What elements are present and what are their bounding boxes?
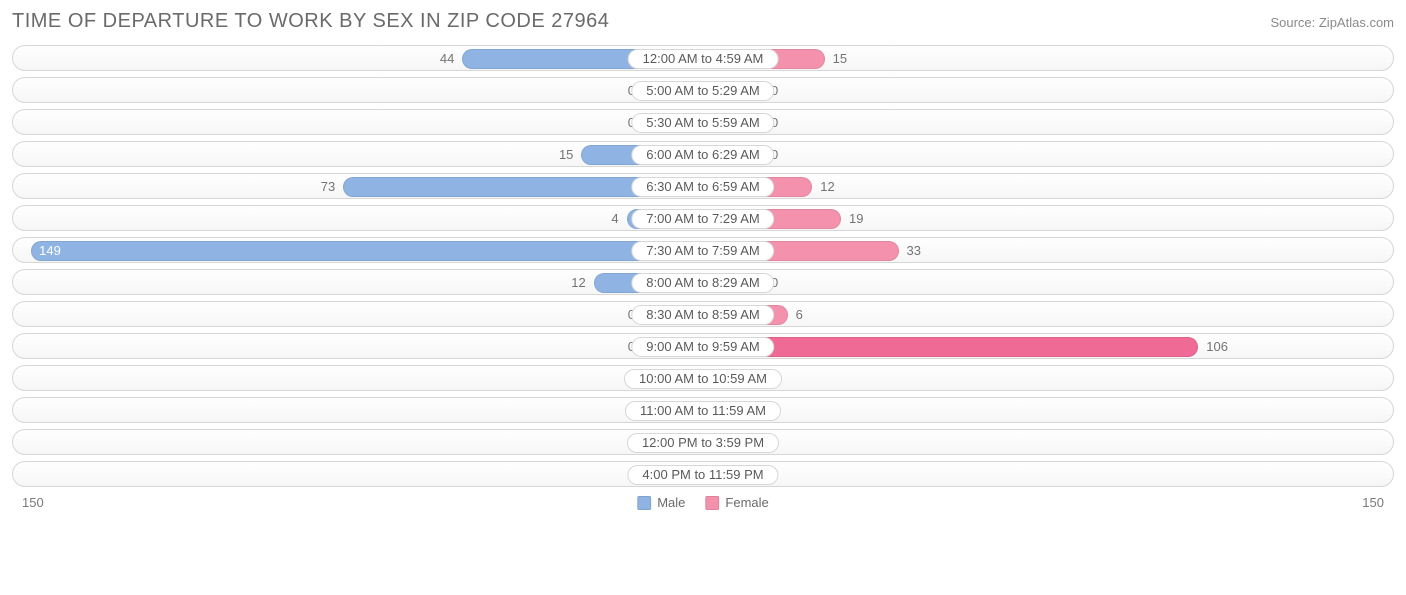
category-label: 5:30 AM to 5:59 AM [631,113,774,133]
value-male: 149 [31,238,703,264]
value-male: 4 [611,206,618,232]
value-male: 15 [559,142,573,168]
category-label: 8:00 AM to 8:29 AM [631,273,774,293]
chart-row: 44 15 12:00 AM to 4:59 AM [12,45,1394,71]
chart-row: 068:30 AM to 8:59 AM [12,301,1394,327]
chart-title: TIME OF DEPARTURE TO WORK BY SEX IN ZIP … [12,10,609,33]
category-label: 5:00 AM to 5:29 AM [631,81,774,101]
chart-header: TIME OF DEPARTURE TO WORK BY SEX IN ZIP … [12,10,1394,33]
category-label: 7:00 AM to 7:29 AM [631,209,774,229]
value-female: 19 [849,206,863,232]
category-label: 12:00 PM to 3:59 PM [627,433,779,453]
chart-row: 4 19 7:00 AM to 7:29 AM [12,205,1394,231]
value-female: 6 [796,302,803,328]
category-label: 12:00 AM to 4:59 AM [628,49,779,69]
value-female: 12 [820,174,834,200]
chart-row: 005:30 AM to 5:59 AM [12,109,1394,135]
bar-female [703,337,1198,357]
legend-swatch [705,496,719,510]
value-male: 44 [440,46,454,72]
value-female: 33 [907,238,921,264]
chart-legend: Male Female [637,495,769,510]
legend-swatch [637,496,651,510]
value-female: 106 [1206,334,1228,360]
category-label: 8:30 AM to 8:59 AM [631,305,774,325]
chart-row: 149 33 7:30 AM to 7:59 AM [12,237,1394,263]
category-label: 9:00 AM to 9:59 AM [631,337,774,357]
category-label: 10:00 AM to 10:59 AM [624,369,782,389]
axis-max-right: 150 [1362,495,1384,510]
value-female: 15 [833,46,847,72]
chart-source: Source: ZipAtlas.com [1270,15,1394,30]
chart-row: 0012:00 PM to 3:59 PM [12,429,1394,455]
chart-row: 005:00 AM to 5:29 AM [12,77,1394,103]
value-male: 73 [321,174,335,200]
legend-item: Female [705,495,768,510]
chart-row: 01069:00 AM to 9:59 AM [12,333,1394,359]
legend-item: Male [637,495,685,510]
legend-label: Female [725,495,768,510]
value-male: 12 [571,270,585,296]
category-label: 6:30 AM to 6:59 AM [631,177,774,197]
chart-row: 1506:00 AM to 6:29 AM [12,141,1394,167]
category-label: 4:00 PM to 11:59 PM [627,465,778,485]
category-label: 7:30 AM to 7:59 AM [631,241,774,261]
chart-row: 0010:00 AM to 10:59 AM [12,365,1394,391]
legend-label: Male [657,495,685,510]
chart-row: 004:00 PM to 11:59 PM [12,461,1394,487]
chart-row: 73 12 6:30 AM to 6:59 AM [12,173,1394,199]
chart-row: 0011:00 AM to 11:59 AM [12,397,1394,423]
category-label: 11:00 AM to 11:59 AM [625,401,781,421]
chart-row: 1208:00 AM to 8:29 AM [12,269,1394,295]
chart-container: TIME OF DEPARTURE TO WORK BY SEX IN ZIP … [0,0,1406,525]
axis-max-left: 150 [22,495,44,510]
chart-rows: 44 15 12:00 AM to 4:59 AM 005:00 AM to 5:29… [12,45,1394,487]
chart-footer: 150 Male Female 150 [12,495,1394,517]
category-label: 6:00 AM to 6:29 AM [631,145,774,165]
